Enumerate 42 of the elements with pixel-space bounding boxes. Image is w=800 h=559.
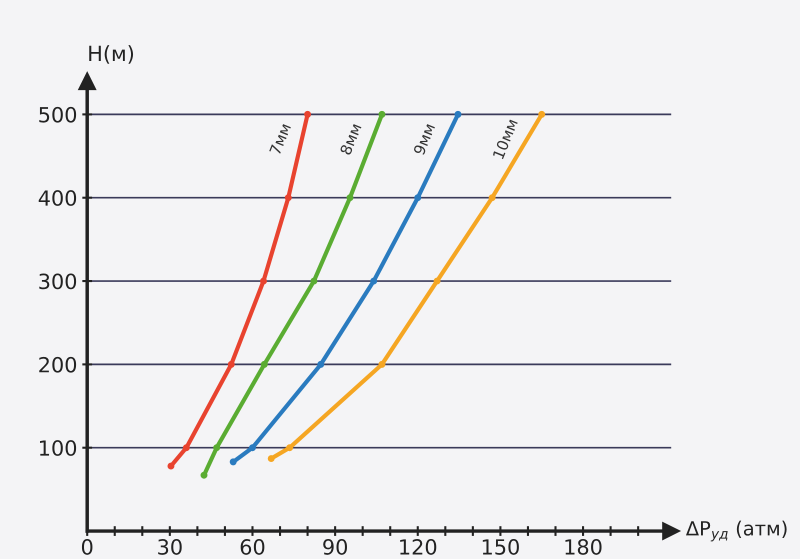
y-axis-title: H(м) [89,45,134,64]
point [167,462,174,470]
x-tick-label: 180 [565,539,602,555]
text: 10мм [492,118,518,160]
point [454,110,462,118]
point [284,194,292,202]
point [488,194,496,202]
x-tick-label: 30 [158,539,182,555]
y-tick-label: 300 [39,274,76,290]
y-tick-label: 200 [39,356,76,373]
point [370,278,378,285]
point [538,110,546,118]
x-tick-label: 60 [240,539,264,555]
point [260,278,267,285]
point [414,194,422,202]
point [260,360,268,368]
x-tick-label: 90 [323,539,347,555]
y-tick-label: 400 [38,190,76,206]
point [200,472,208,479]
text: 9мм [413,122,436,156]
point [378,110,386,118]
point [434,278,441,285]
y-tick-label: 500 [39,106,76,123]
text: 8мм [340,122,362,156]
point [182,444,190,452]
point [304,110,312,118]
x-axis-title: ΔP$_{уд}$ (атм) [686,520,787,542]
text: 7мм [269,123,291,156]
point [378,360,386,368]
point [346,194,354,202]
x-tick-label: 150 [482,539,519,555]
point [286,444,294,452]
point [268,455,275,462]
point [228,360,235,368]
x-tick-label: 120 [400,539,436,555]
x-tick-label: 0 [82,539,92,555]
point [310,278,318,285]
point [249,444,256,452]
y-tick-label: 100 [40,440,76,456]
point [213,444,220,452]
point [317,360,324,368]
point [230,458,237,466]
